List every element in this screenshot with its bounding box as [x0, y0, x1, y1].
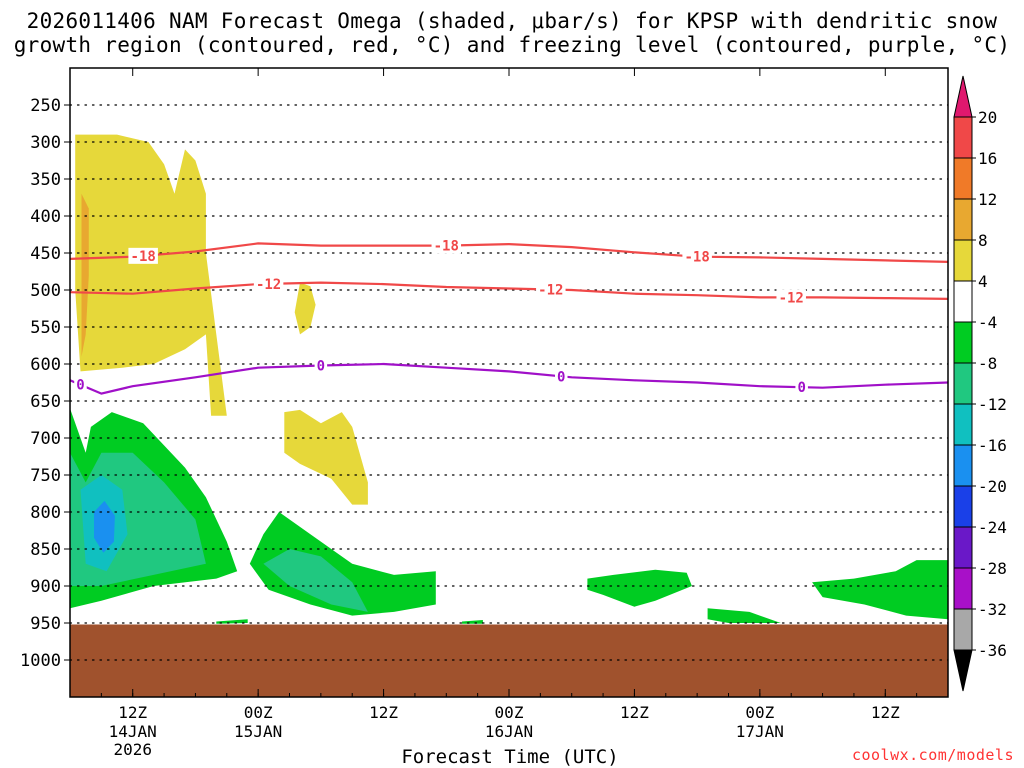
colorbar-swatch-2 — [953, 157, 973, 200]
y-tick-label-700: 700 — [30, 429, 61, 449]
y-tick-label-450: 450 — [30, 244, 61, 264]
colorbar-swatch-4 — [953, 239, 973, 282]
y-tick-label-950: 950 — [30, 614, 61, 634]
contour-label-1-1: -12 — [538, 283, 563, 299]
x-tick-label-5: 00Z — [745, 703, 774, 722]
colorbar-swatch-3 — [953, 198, 973, 241]
x-tick-year-0: 2026 — [113, 740, 152, 759]
x-tick-date-1: 15JAN — [234, 722, 282, 741]
contour-label-2-3: 0 — [797, 380, 805, 396]
terrain-mask — [70, 624, 948, 697]
contour-label-2-1: 0 — [317, 358, 325, 374]
omega-region-9 — [263, 549, 368, 612]
colorbar-label-8: -16 — [978, 436, 1007, 455]
contour-label-1-2: -12 — [779, 290, 804, 306]
contour-label-bg-1-2 — [776, 289, 806, 306]
colorbar-label-6: -8 — [978, 354, 997, 373]
y-tick-label-400: 400 — [30, 207, 61, 227]
colorbar-swatch-9 — [953, 444, 973, 487]
colorbar-label-9: -20 — [978, 477, 1007, 496]
colorbar-label-12: -32 — [978, 600, 1007, 619]
contour-label-0-2: -18 — [684, 250, 709, 266]
omega-region-1 — [284, 409, 368, 505]
omega-region-0 — [75, 134, 227, 416]
y-tick-label-350: 350 — [30, 170, 61, 190]
colorbar-label-13: -36 — [978, 641, 1007, 660]
colorbar-label-11: -28 — [978, 559, 1007, 578]
colorbar-label-0: 20 — [978, 108, 997, 127]
colorbar-swatch-5 — [953, 280, 973, 323]
x-tick-label-4: 12Z — [620, 703, 649, 722]
chart-title-line-1: 2026011406 NAM Forecast Omega (shaded, μ… — [26, 9, 998, 33]
x-tick-label-3: 00Z — [495, 703, 524, 722]
omega-region-12 — [812, 560, 948, 620]
contour-label-bg-2-3 — [795, 379, 808, 396]
contour-label-0-0: -18 — [131, 249, 156, 265]
contour-label-bg-2-0 — [74, 376, 87, 393]
y-tick-label-600: 600 — [30, 355, 61, 375]
y-tick-label-900: 900 — [30, 577, 61, 597]
colorbar-swatch-1 — [953, 116, 973, 159]
omega-region-8 — [249, 512, 436, 616]
site-credit: coolwx.com/models — [851, 746, 1014, 764]
y-tick-label-800: 800 — [30, 503, 61, 523]
omega-region-13 — [216, 619, 248, 624]
x-tick-label-2: 12Z — [369, 703, 398, 722]
y-tick-label-300: 300 — [30, 133, 61, 153]
x-tick-date-3: 16JAN — [485, 722, 533, 741]
colorbar-label-5: -4 — [978, 313, 997, 332]
contour-label-bg-2-2 — [555, 368, 568, 385]
colorbar-swatch-13 — [953, 608, 973, 651]
colorbar-top-arrow — [953, 75, 973, 118]
y-tick-label-250: 250 — [30, 96, 61, 116]
colorbar-label-3: 8 — [978, 231, 988, 250]
chart-title-line-2: growth region (contoured, red, °C) and f… — [13, 33, 1011, 57]
colorbar-label-1: 16 — [978, 149, 997, 168]
omega-region-11 — [707, 608, 781, 623]
contour-line-2 — [70, 362, 948, 395]
omega-region-7 — [94, 500, 115, 553]
colorbar-label-7: -12 — [978, 395, 1007, 414]
y-tick-label-1000: 1000 — [20, 651, 61, 671]
colorbar-label-2: 12 — [978, 190, 997, 209]
contour-label-1-0: -12 — [256, 277, 281, 293]
x-tick-date-5: 17JAN — [736, 722, 784, 741]
x-tick-label-0: 12Z — [118, 703, 147, 722]
colorbar-swatch-12 — [953, 567, 973, 610]
y-tick-label-650: 650 — [30, 392, 61, 412]
x-tick-label-6: 12Z — [871, 703, 900, 722]
contour-label-bg-0-2 — [682, 248, 712, 265]
y-tick-label-550: 550 — [30, 318, 61, 338]
contour-label-bg-1-1 — [536, 281, 566, 298]
colorbar-swatch-7 — [953, 362, 973, 405]
omega-region-2 — [294, 282, 316, 335]
contour-label-bg-2-1 — [314, 357, 328, 374]
y-tick-label-500: 500 — [30, 281, 61, 301]
colorbar-swatch-8 — [953, 403, 973, 446]
x-tick-date-0: 14JAN — [109, 722, 157, 741]
contour-label-bg-0-1 — [431, 237, 462, 254]
colorbar-bottom-arrow — [953, 649, 973, 692]
contour-label-bg-0-0 — [128, 247, 158, 264]
omega-region-14 — [462, 620, 483, 624]
contour-label-0-1: -18 — [434, 239, 459, 255]
omega-region-10 — [587, 569, 692, 607]
plot-frame — [69, 67, 949, 698]
colorbar-swatch-11 — [953, 526, 973, 569]
contour-line-0 — [70, 242, 948, 263]
colorbar-swatch-6 — [953, 321, 973, 364]
x-tick-label-1: 00Z — [244, 703, 273, 722]
colorbar-label-10: -24 — [978, 518, 1007, 537]
x-axis-title: Forecast Time (UTC) — [401, 746, 619, 768]
y-tick-label-750: 750 — [30, 466, 61, 486]
colorbar-swatch-10 — [953, 485, 973, 528]
contour-label-2-0: 0 — [76, 378, 84, 394]
omega-region-3 — [81, 193, 89, 357]
y-tick-label-850: 850 — [30, 540, 61, 560]
contour-label-2-2: 0 — [557, 369, 565, 385]
contour-label-bg-1-0 — [253, 275, 284, 292]
colorbar-label-4: 4 — [978, 272, 988, 291]
